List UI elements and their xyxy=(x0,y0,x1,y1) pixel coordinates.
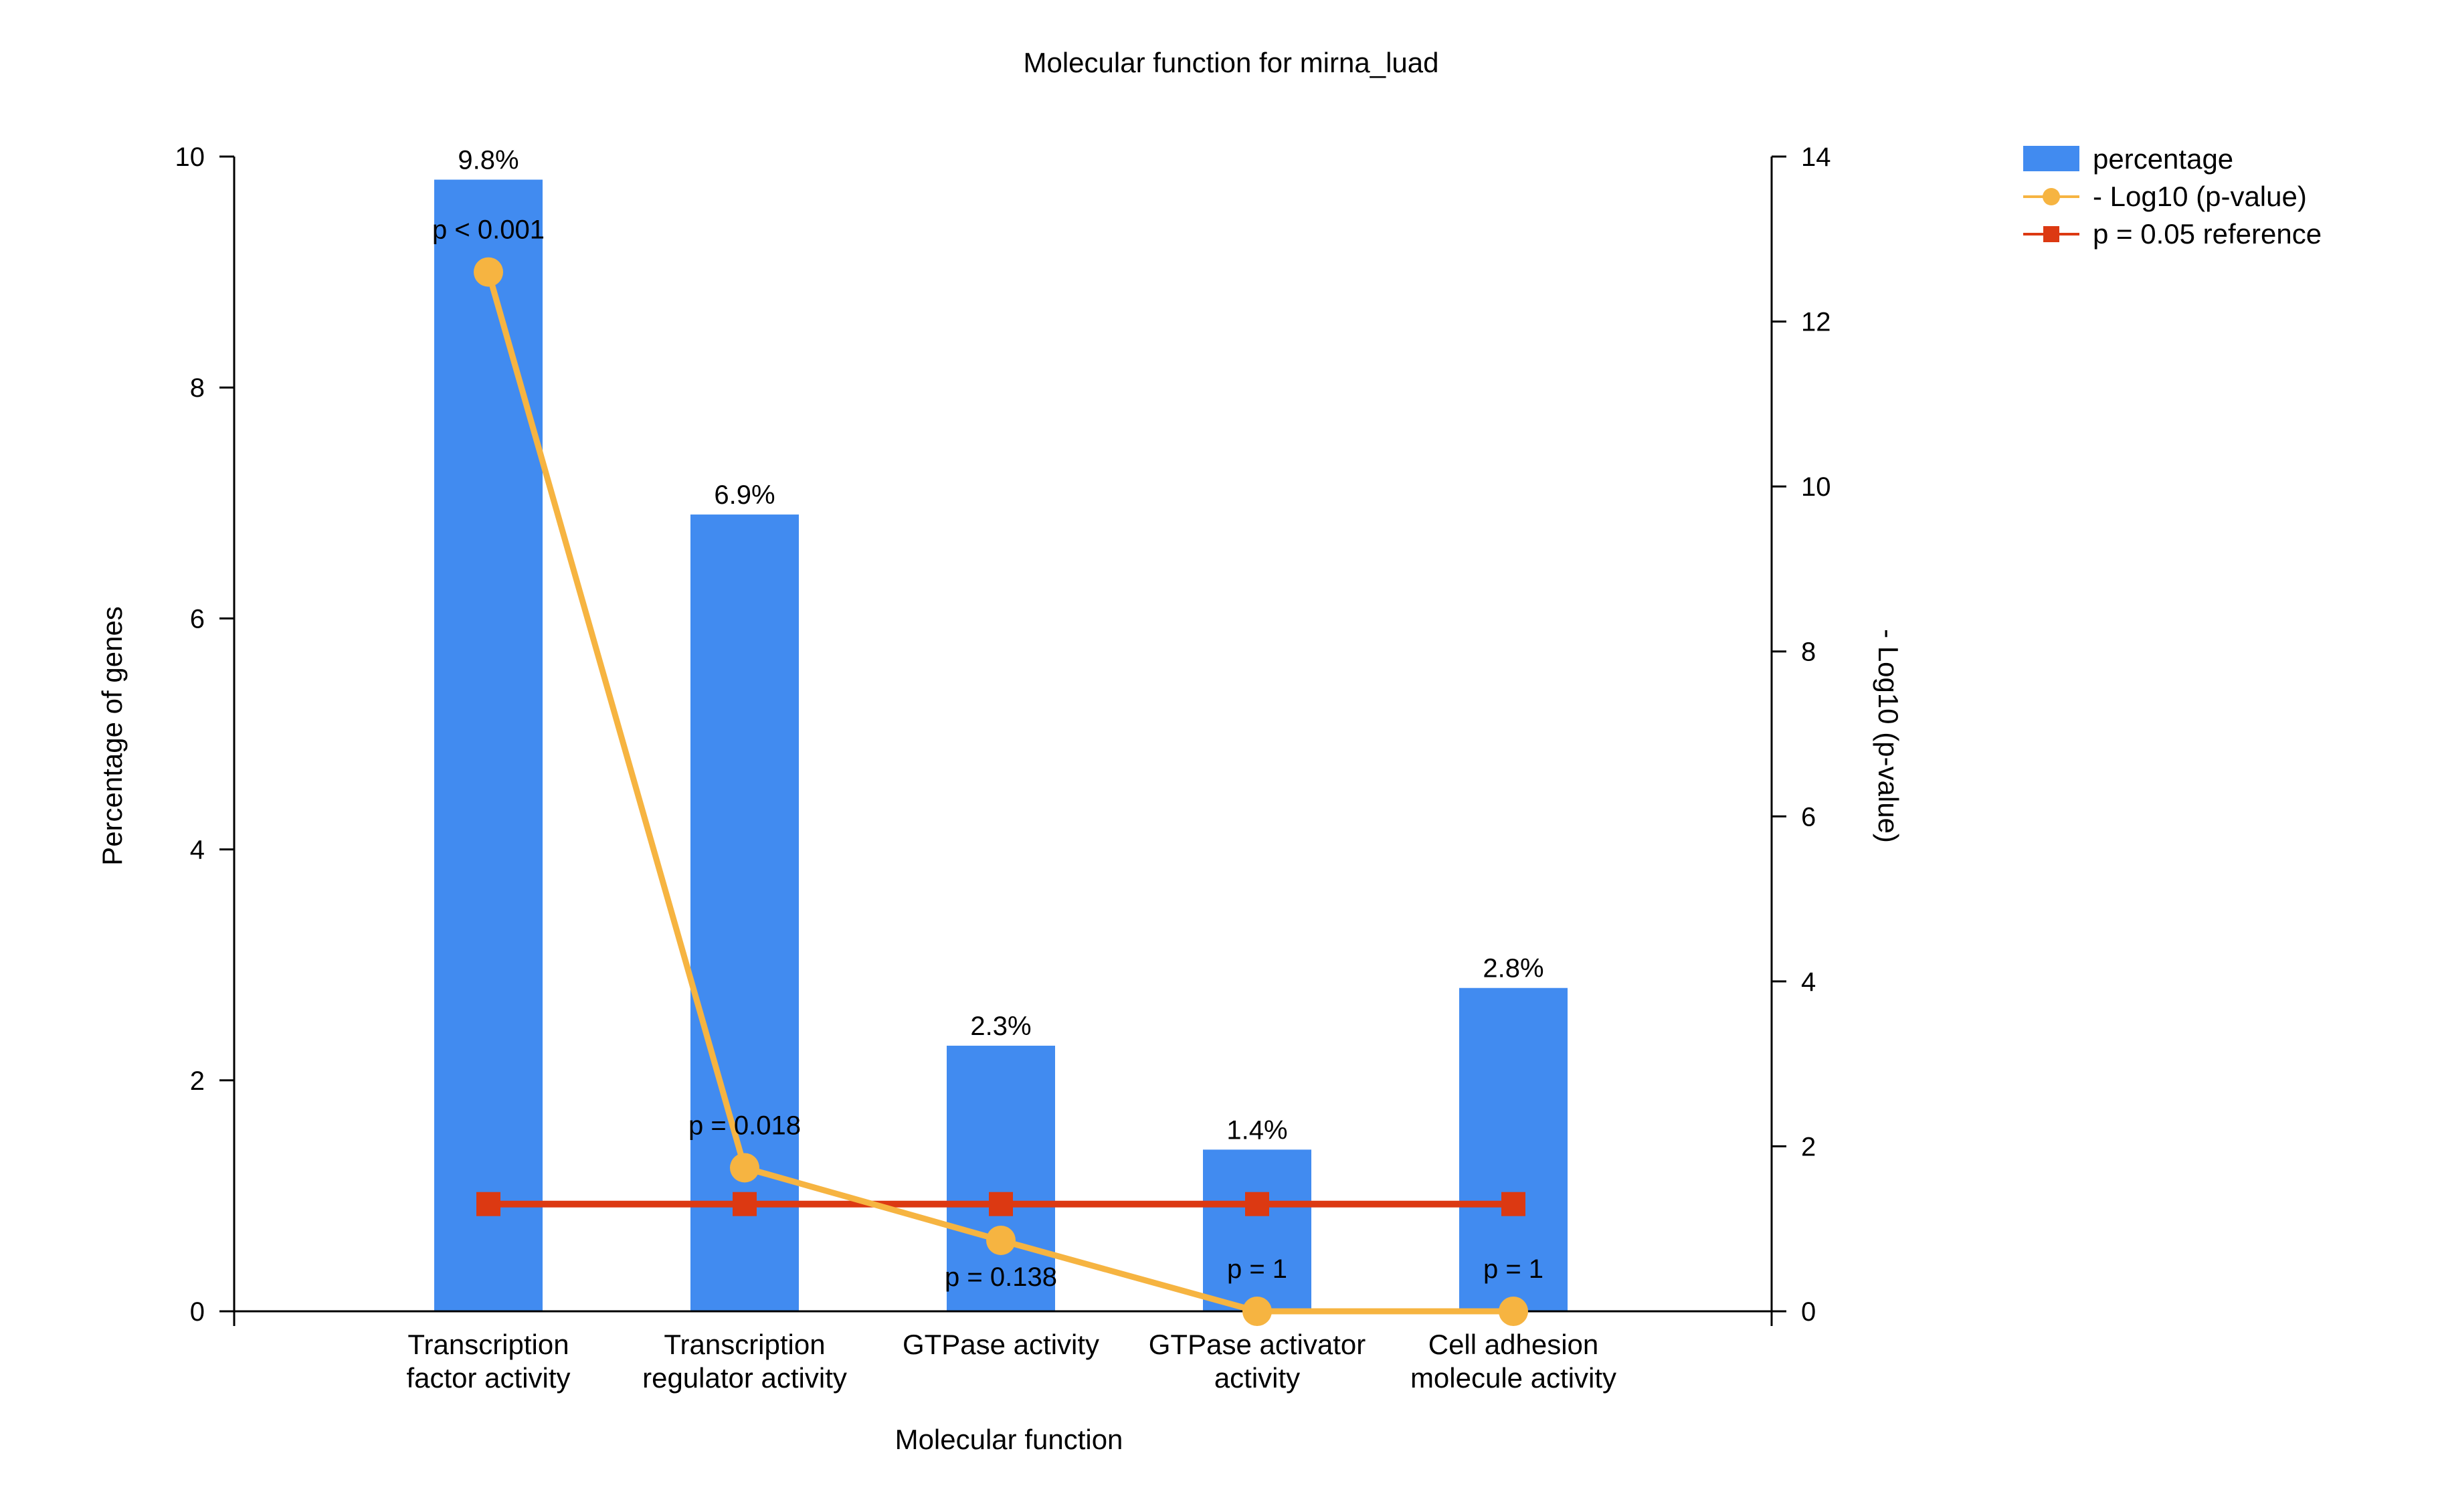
y2-tick-label: 0 xyxy=(1801,1297,1816,1327)
bar xyxy=(434,179,543,1311)
bar xyxy=(1203,1149,1311,1311)
p-value-label: p = 1 xyxy=(1227,1254,1287,1284)
p-value-point xyxy=(1242,1297,1272,1326)
bar xyxy=(1459,987,1568,1311)
bar xyxy=(690,514,799,1311)
chart-title: Molecular function for mirna_luad xyxy=(1024,47,1439,78)
p-value-label: p < 0.001 xyxy=(432,215,545,245)
bar-value-label: 6.9% xyxy=(714,480,775,510)
reference-marker xyxy=(476,1192,500,1216)
p-value-point xyxy=(474,257,503,287)
y2-tick-label: 4 xyxy=(1801,967,1816,997)
p-value-point xyxy=(1499,1297,1528,1326)
p-value-point xyxy=(986,1225,1016,1255)
y2-tick-label: 6 xyxy=(1801,802,1816,832)
p-value-label: p = 0.018 xyxy=(688,1111,801,1140)
axes: 0 2 4 6 8 10 0 2 4 6 8 10 12 14 Transcription factor ac… xyxy=(175,143,1831,1394)
x-tick-label: Cell adhesion molecule activity xyxy=(1410,1329,1616,1394)
legend-label: p = 0.05 reference xyxy=(2093,218,2322,250)
legend-label: - Log10 (p-value) xyxy=(2093,181,2307,212)
p-value-point xyxy=(730,1153,759,1183)
y2-tick-label: 8 xyxy=(1801,638,1816,667)
x-axis-title: Molecular function xyxy=(895,1424,1123,1455)
bar-value-label: 2.8% xyxy=(1483,954,1543,983)
reference-marker xyxy=(1245,1192,1269,1216)
bar-series xyxy=(434,179,1568,1311)
y-tick-label: 0 xyxy=(190,1297,205,1327)
y-axis-title: Percentage of genes xyxy=(96,606,128,866)
y-tick-label: 8 xyxy=(190,373,205,403)
y2-tick-label: 2 xyxy=(1801,1132,1816,1161)
x-tick-label: GTPase activity xyxy=(903,1329,1099,1360)
y-tick-label: 6 xyxy=(190,604,205,634)
data-labels: 9.8% 6.9% 2.3% 1.4% 2.8% p < 0.001 p = 0.018 p … xyxy=(432,146,1544,1292)
x-tick-label: GTPase activator activity xyxy=(1149,1329,1366,1394)
y2-tick-label: 10 xyxy=(1801,472,1831,502)
legend-swatch-bar xyxy=(2023,146,2079,171)
legend-label: percentage xyxy=(2093,143,2233,175)
reference-line-series xyxy=(476,1192,1525,1216)
bar-value-label: 9.8% xyxy=(458,146,519,175)
x-tick-label: Transcription factor activity xyxy=(406,1329,570,1394)
legend-swatch-marker xyxy=(2043,226,2059,242)
y-tick-label: 10 xyxy=(175,143,205,172)
p-value-label: p = 0.138 xyxy=(945,1262,1057,1292)
reference-marker xyxy=(733,1192,757,1216)
legend: percentage - Log10 (p-value) p = 0.05 refe… xyxy=(2023,143,2322,250)
y2-tick-label: 14 xyxy=(1801,143,1831,172)
reference-marker xyxy=(989,1192,1013,1216)
bar xyxy=(947,1046,1055,1311)
y2-tick-label: 12 xyxy=(1801,308,1831,337)
p-value-line-series xyxy=(474,257,1528,1326)
y-tick-label: 4 xyxy=(190,836,205,865)
y-tick-label: 2 xyxy=(190,1066,205,1096)
p-value-label: p = 1 xyxy=(1483,1254,1543,1284)
reference-marker xyxy=(1501,1192,1525,1216)
x-tick-label: Transcription regulator activity xyxy=(642,1329,847,1394)
bar-value-label: 1.4% xyxy=(1226,1115,1287,1145)
y2-axis-title: - Log10 (p-value) xyxy=(1873,629,1904,843)
bar-value-label: 2.3% xyxy=(970,1012,1031,1041)
legend-swatch-marker xyxy=(2043,188,2060,205)
